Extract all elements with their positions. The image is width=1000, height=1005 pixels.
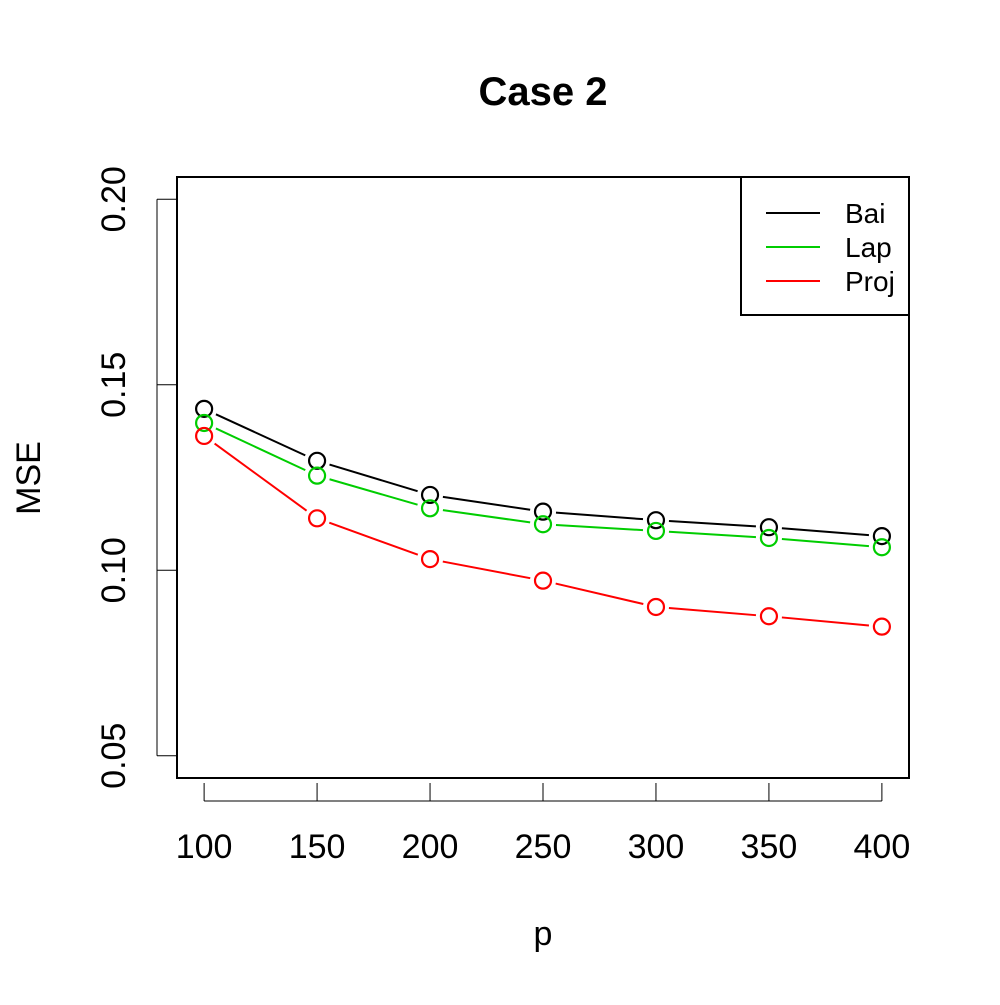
data-point — [307, 451, 327, 470]
legend-label: Proj — [845, 266, 895, 297]
x-tick-label: 300 — [628, 828, 685, 866]
data-point — [646, 511, 666, 530]
x-tick-label: 350 — [741, 828, 798, 866]
data-point — [195, 399, 214, 418]
x-tick-label: 250 — [515, 828, 572, 866]
legend-item: Bai — [766, 198, 885, 229]
y-tick-label: 0.10 — [95, 537, 133, 603]
series-line-segment — [668, 519, 757, 528]
series-line-segment — [215, 413, 306, 457]
data-point — [420, 485, 440, 505]
x-tick-label: 400 — [854, 828, 911, 866]
legend-item: Proj — [766, 266, 895, 297]
data-point — [646, 597, 666, 617]
data-point — [759, 528, 779, 548]
data-point — [872, 527, 891, 546]
data-point — [646, 521, 666, 541]
series-line-segment — [442, 560, 531, 580]
series-line-segment — [555, 582, 644, 605]
series-line-segment — [668, 607, 757, 617]
data-point — [872, 617, 891, 636]
y-tick-label: 0.20 — [95, 166, 133, 232]
series-lap — [195, 413, 891, 557]
data-point — [420, 499, 440, 518]
series-line-segment — [442, 509, 531, 524]
series-line-segment — [329, 463, 418, 493]
series-layer — [195, 399, 891, 636]
data-point — [307, 509, 327, 528]
data-point — [420, 550, 440, 569]
data-point — [307, 466, 327, 485]
series-proj — [195, 426, 891, 636]
x-tick-label: 150 — [289, 828, 346, 866]
y-tick-label: 0.15 — [95, 352, 133, 418]
series-line-segment — [555, 524, 644, 532]
series-line-segment — [328, 521, 419, 556]
legend-label: Bai — [845, 198, 885, 229]
series-line-segment — [781, 538, 870, 548]
data-point — [759, 518, 779, 537]
x-axis: 100 150 200 250 300 350 400 — [176, 783, 911, 866]
series-line-segment — [781, 616, 870, 627]
y-tick-label: 0.05 — [95, 723, 133, 789]
data-point — [195, 426, 214, 446]
series-line-segment — [214, 442, 308, 512]
data-point — [533, 502, 553, 521]
series-line-segment — [329, 478, 418, 506]
series-line-segment — [781, 527, 870, 537]
series-line-segment — [555, 511, 644, 521]
x-tick-label: 100 — [176, 828, 233, 866]
data-point — [533, 571, 553, 590]
x-axis-label: p — [534, 915, 553, 953]
chart-title: Case 2 — [479, 70, 608, 114]
data-point — [872, 538, 891, 557]
data-point — [533, 515, 553, 534]
x-tick-label: 200 — [402, 828, 459, 866]
y-axis: 0.05 0.10 0.15 0.20 — [95, 166, 177, 789]
legend-box — [740, 176, 910, 316]
plot-frame — [176, 176, 910, 779]
y-axis-label: MSE — [10, 441, 48, 515]
series-line-segment — [668, 530, 757, 539]
data-point — [195, 413, 214, 433]
data-point — [759, 607, 779, 626]
legend-item: Lap — [766, 232, 892, 263]
series-line-segment — [215, 427, 306, 472]
series-line-segment — [442, 495, 531, 511]
legend-label: Lap — [845, 232, 892, 263]
series-bai — [195, 399, 891, 546]
